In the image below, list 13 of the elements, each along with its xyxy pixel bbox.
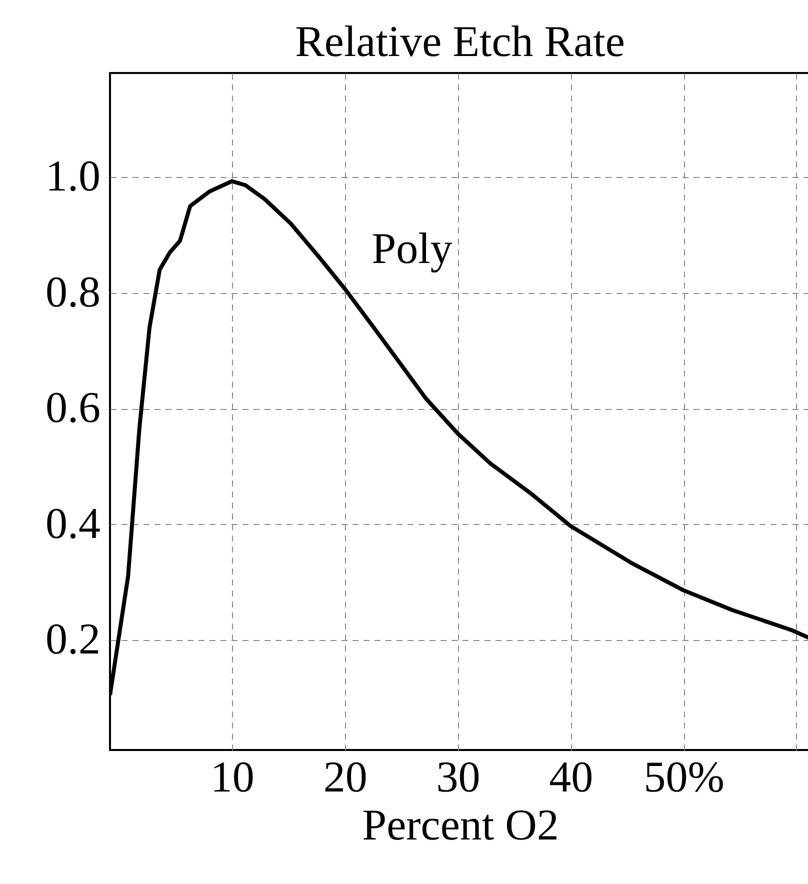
x-tick-label: 10	[210, 752, 254, 802]
annotation: Poly	[372, 224, 452, 273]
chart-title: Relative Etch Rate	[295, 17, 625, 66]
y-tick-label: 0.4	[46, 498, 100, 548]
x-tick-label: 30	[436, 752, 480, 802]
x-tick-label: 40	[549, 752, 594, 802]
y-tick-label: 1.0	[46, 152, 100, 201]
x-axis-title: Percent O2	[362, 800, 559, 850]
x-tick-label: 20	[323, 752, 368, 802]
y-tick-label: 0.2	[46, 614, 100, 664]
y-tick-label: 0.6	[46, 383, 100, 432]
y-tick-label: 0.8	[46, 267, 100, 316]
x-tick-label: 50%	[644, 752, 724, 802]
